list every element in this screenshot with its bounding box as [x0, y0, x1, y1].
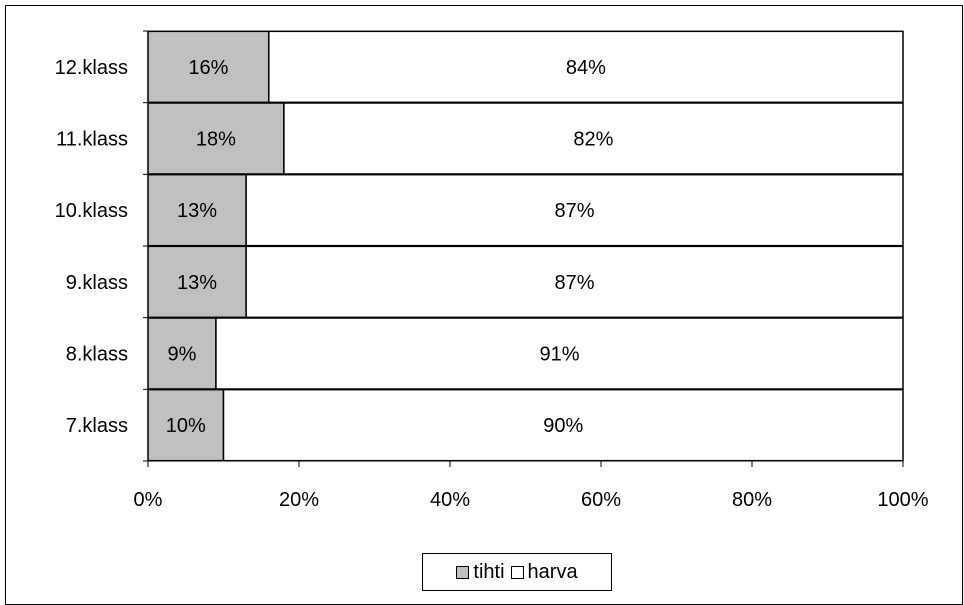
legend-swatch-tihti — [456, 565, 470, 579]
x-tick-label-40: 40% — [430, 489, 470, 511]
category-label-9.klass: 9.klass — [66, 272, 128, 294]
data-label-tihti-7.klass: 10% — [166, 415, 206, 437]
category-label-7.klass: 7.klass — [66, 415, 128, 437]
bar-harva-7.klass — [222, 388, 904, 462]
bar-tihti-10.klass — [147, 173, 247, 247]
category-label-12.klass: 12.klass — [55, 57, 128, 79]
x-tick-label-0: 0% — [134, 489, 163, 511]
bar-harva-12.klass — [268, 30, 904, 104]
legend-item-harva: harva — [510, 560, 578, 584]
legend-item-tihti: tihti — [456, 560, 505, 584]
x-tick-label-60: 60% — [581, 489, 621, 511]
bar-harva-9.klass — [245, 245, 904, 319]
data-label-harva-8.klass: 91% — [539, 344, 579, 366]
bar-harva-11.klass — [283, 102, 904, 175]
x-tick-label-80: 80% — [732, 489, 772, 511]
data-label-tihti-12.klass: 16% — [188, 57, 228, 79]
bar-tihti-8.klass — [147, 317, 217, 390]
data-label-tihti-8.klass: 9% — [168, 344, 197, 366]
x-tick-label-100: 100% — [877, 489, 928, 511]
bar-harva-8.klass — [215, 317, 904, 390]
data-label-harva-9.klass: 87% — [555, 272, 595, 294]
legend-swatch-harva — [510, 565, 524, 579]
bar-tihti-12.klass — [147, 30, 270, 104]
data-label-harva-12.klass: 84% — [566, 57, 606, 79]
data-label-tihti-9.klass: 13% — [177, 272, 217, 294]
legend-label-tihti: tihti — [473, 560, 505, 583]
bar-harva-10.klass — [245, 173, 904, 247]
category-label-10.klass: 10.klass — [55, 200, 128, 222]
category-label-8.klass: 8.klass — [66, 344, 128, 366]
data-label-tihti-11.klass: 18% — [196, 129, 236, 151]
data-label-harva-7.klass: 90% — [543, 415, 583, 437]
category-label-11.klass: 11.klass — [56, 129, 128, 151]
x-tick-label-20: 20% — [279, 489, 319, 511]
data-label-harva-10.klass: 87% — [555, 200, 595, 222]
legend: tihti harva — [422, 553, 612, 591]
data-label-harva-11.klass: 82% — [573, 129, 613, 151]
legend-label-harva: harva — [527, 560, 578, 583]
data-label-tihti-10.klass: 13% — [177, 200, 217, 222]
